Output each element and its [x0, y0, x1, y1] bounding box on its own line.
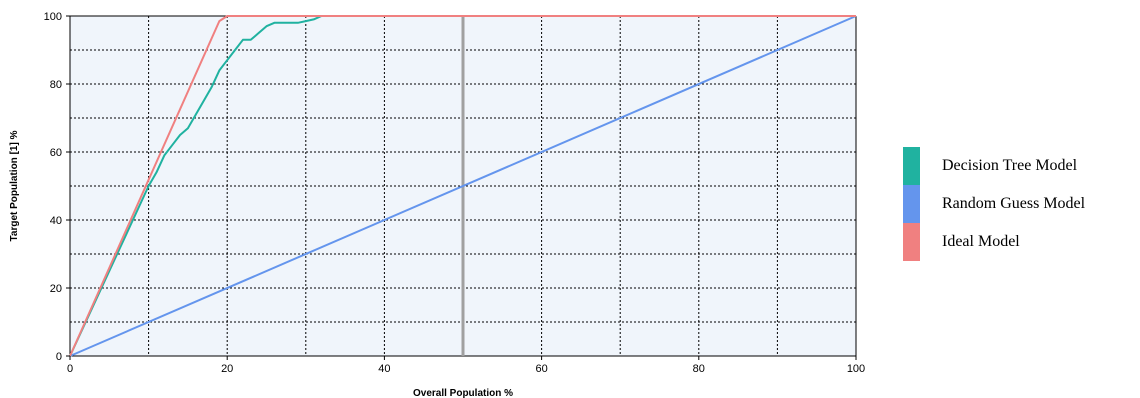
legend-label-ideal: Ideal Model: [942, 233, 1020, 250]
x-tick-label: 60: [535, 363, 547, 375]
random-guess-line: [69, 15, 857, 357]
legend-swatch-random-guess: [903, 185, 920, 223]
legend-label-random-guess: Random Guess Model: [942, 195, 1086, 212]
legend-item-random-guess: Random Guess Model: [903, 185, 1085, 223]
y-axis-title: Target Population [1] %: [9, 130, 20, 241]
legend: Decision Tree Model Random Guess Model I…: [903, 147, 1085, 261]
y-tick-label: 20: [50, 283, 62, 295]
y-tick-label: 60: [50, 147, 62, 159]
decision-tree-line: [69, 15, 856, 357]
x-axis-title: Overall Population %: [413, 388, 513, 398]
x-tick-label: 40: [378, 363, 390, 375]
y-tick-label: 80: [50, 79, 62, 91]
legend-label-decision-tree: Decision Tree Model: [942, 157, 1078, 174]
y-tick-label: 100: [44, 11, 62, 23]
x-tick-label: 80: [693, 363, 705, 375]
x-tick-label: 0: [67, 363, 73, 375]
ideal-model-line: [69, 15, 856, 357]
x-tick-label: 20: [221, 363, 233, 375]
legend-swatch-ideal: [903, 223, 920, 261]
x-tick-label: 100: [847, 363, 865, 375]
legend-item-ideal: Ideal Model: [903, 223, 1085, 261]
legend-swatch-decision-tree: [903, 147, 920, 185]
y-tick-label: 0: [56, 351, 62, 363]
tick-labels: 0 20 40 60 80 100 0 20 40 60 80 100: [44, 11, 866, 375]
y-tick-label: 40: [50, 215, 62, 227]
series-group: [69, 15, 857, 357]
legend-item-decision-tree: Decision Tree Model: [903, 147, 1085, 185]
